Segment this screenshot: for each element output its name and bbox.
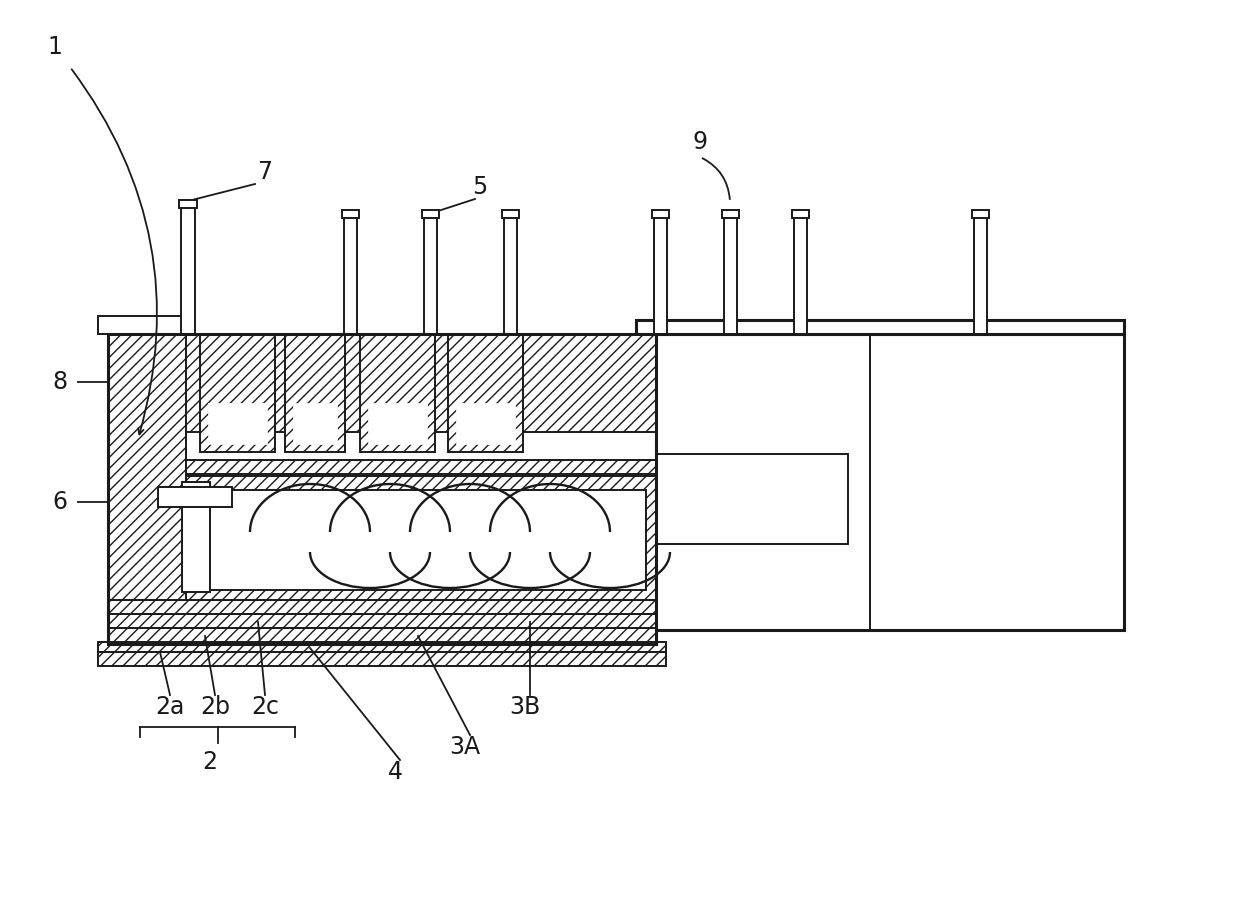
Text: 4: 4 (387, 760, 403, 784)
Bar (723, 214, 737, 334)
Text: 2a: 2a (155, 695, 185, 719)
Bar (98, 652, 666, 666)
Bar (108, 600, 656, 614)
Bar (188, 490, 646, 590)
Bar (181, 204, 195, 334)
Bar (108, 334, 656, 460)
Bar (108, 628, 656, 644)
Bar (343, 214, 357, 334)
Bar (501, 210, 518, 218)
Bar (293, 402, 337, 444)
Bar (108, 460, 656, 600)
Bar (285, 334, 345, 452)
Text: 2: 2 (202, 750, 217, 774)
Text: 2c: 2c (250, 695, 279, 719)
Bar (649, 454, 848, 544)
Bar (98, 316, 186, 334)
Bar (179, 200, 197, 208)
Bar (791, 210, 808, 218)
Bar (108, 460, 656, 476)
Text: 7: 7 (258, 160, 273, 184)
Bar (108, 334, 186, 600)
Bar (368, 402, 427, 444)
Bar (360, 334, 435, 452)
Bar (108, 614, 656, 628)
Bar (424, 214, 436, 334)
Bar (208, 402, 267, 444)
Bar (341, 210, 358, 218)
Text: 6: 6 (52, 490, 67, 514)
Bar (971, 210, 988, 218)
Bar (503, 214, 517, 334)
Bar (653, 214, 667, 334)
Bar (157, 487, 232, 507)
Bar (651, 210, 668, 218)
Text: 1: 1 (47, 35, 62, 59)
Bar (448, 334, 523, 452)
Text: 2b: 2b (200, 695, 229, 719)
Text: 3A: 3A (449, 735, 481, 759)
Bar (108, 334, 656, 644)
Bar (182, 482, 210, 592)
Text: 9: 9 (692, 130, 708, 154)
Bar (722, 210, 739, 218)
Bar (200, 334, 275, 452)
Bar (108, 460, 656, 474)
Bar (98, 642, 666, 652)
Text: 5: 5 (472, 175, 487, 199)
Bar (422, 210, 439, 218)
Bar (456, 402, 515, 444)
Text: 3B: 3B (510, 695, 541, 719)
Text: 8: 8 (52, 370, 67, 394)
Bar (973, 214, 987, 334)
Bar (794, 214, 806, 334)
Bar (186, 432, 656, 460)
Bar (636, 320, 1123, 334)
Bar (636, 334, 1123, 630)
